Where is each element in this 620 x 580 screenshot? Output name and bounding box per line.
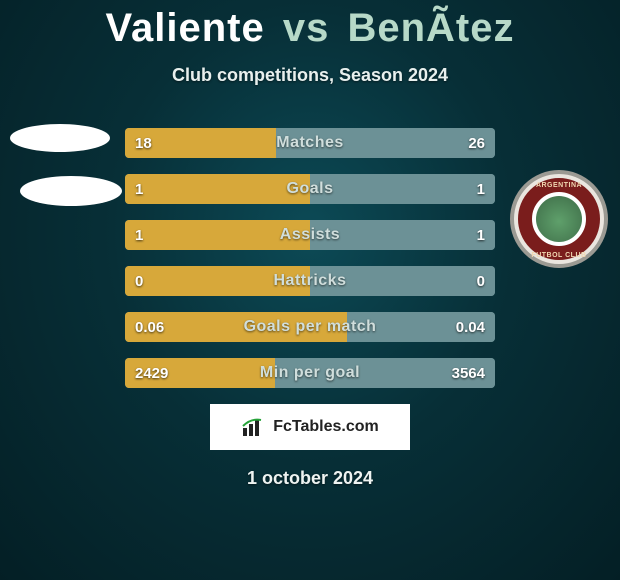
- subtitle: Club competitions, Season 2024: [0, 65, 620, 86]
- stat-label: Hattricks: [125, 266, 495, 296]
- stat-value-right: 1: [467, 220, 495, 250]
- stat-label: Goals: [125, 174, 495, 204]
- vs-text: vs: [283, 6, 330, 50]
- brand-badge: FcTables.com: [210, 404, 410, 450]
- brand-text: FcTables.com: [273, 418, 379, 436]
- stat-value-left: 0: [125, 266, 153, 296]
- stat-label: Min per goal: [125, 358, 495, 388]
- stat-label: Assists: [125, 220, 495, 250]
- stat-value-right: 1: [467, 174, 495, 204]
- card-content: Valiente vs BenÃ­tez Club competitions, …: [0, 0, 620, 489]
- stat-value-left: 0.06: [125, 312, 174, 342]
- stat-value-left: 1: [125, 220, 153, 250]
- stat-value-left: 18: [125, 128, 162, 158]
- stat-value-right: 3564: [442, 358, 495, 388]
- player1-name: Valiente: [106, 6, 265, 50]
- stat-row: Min per goal2429 3564: [125, 358, 495, 388]
- bar-chart-icon: [241, 416, 267, 438]
- stat-row: Assists1 1: [125, 220, 495, 250]
- player2-name: BenÃ­tez: [347, 6, 514, 50]
- stat-value-right: 0.04: [446, 312, 495, 342]
- stat-label: Matches: [125, 128, 495, 158]
- stat-row: Goals1 1: [125, 174, 495, 204]
- stat-label: Goals per match: [125, 312, 495, 342]
- stat-row: Hattricks0 0: [125, 266, 495, 296]
- stat-value-left: 1: [125, 174, 153, 204]
- stat-value-left: 2429: [125, 358, 178, 388]
- stats-bars: Matches1826Goals11Assists11Hattricks00Go…: [125, 128, 495, 388]
- stat-value-right: 0: [467, 266, 495, 296]
- stat-row: Matches18 26: [125, 128, 495, 158]
- date-text: 1 october 2024: [0, 468, 620, 489]
- stat-value-right: 26: [458, 128, 495, 158]
- stat-row: Goals per match0.06 0.04: [125, 312, 495, 342]
- page-title: Valiente vs BenÃ­tez: [0, 0, 620, 51]
